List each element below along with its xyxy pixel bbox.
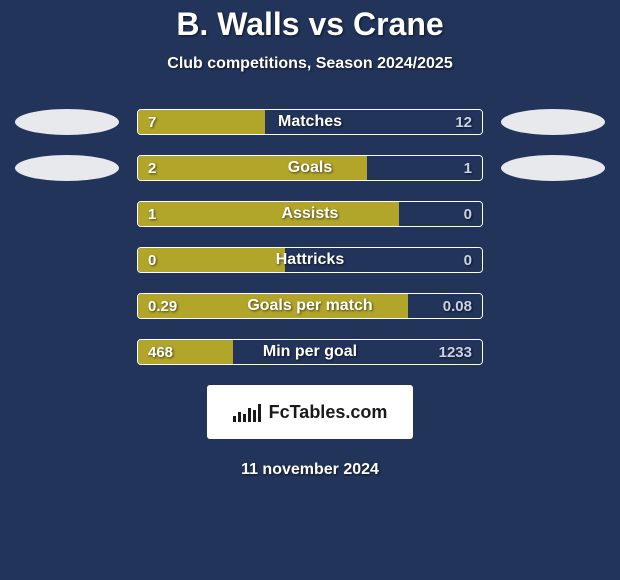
player2-oval: [501, 109, 605, 135]
stat-bar: 10Assists: [137, 201, 483, 227]
stat-bar: 21Goals: [137, 155, 483, 181]
stat-row: 21Goals: [0, 155, 620, 181]
oval-spacer: [501, 247, 605, 273]
oval-spacer: [501, 339, 605, 365]
oval-spacer: [15, 247, 119, 273]
page-title: B. Walls vs Crane: [0, 6, 620, 43]
fctables-logo[interactable]: FcTables.com: [207, 385, 413, 439]
oval-spacer: [15, 201, 119, 227]
stat-value-right: 0.08: [443, 294, 472, 318]
bar-left-fill: [138, 110, 265, 134]
bar-left-fill: [138, 202, 399, 226]
stat-value-left: 468: [148, 340, 173, 364]
stat-rows: 712Matches21Goals10Assists00Hattricks0.2…: [0, 109, 620, 365]
date-line: 11 november 2024: [0, 461, 620, 479]
player1-oval: [15, 109, 119, 135]
stat-row: 00Hattricks: [0, 247, 620, 273]
stat-bar: 00Hattricks: [137, 247, 483, 273]
logo-text: FcTables.com: [269, 402, 388, 423]
stat-value-left: 2: [148, 156, 156, 180]
bar-left-fill: [138, 294, 408, 318]
oval-spacer: [15, 339, 119, 365]
stat-value-right: 0: [464, 202, 472, 226]
stat-value-right: 12: [455, 110, 472, 134]
stat-value-right: 1: [464, 156, 472, 180]
stat-value-left: 1: [148, 202, 156, 226]
bar-right-fill: [285, 248, 482, 272]
stat-row: 4681233Min per goal: [0, 339, 620, 365]
oval-spacer: [15, 293, 119, 319]
bar-left-fill: [138, 248, 285, 272]
stat-row: 0.290.08Goals per match: [0, 293, 620, 319]
stat-bar: 4681233Min per goal: [137, 339, 483, 365]
stat-value-right: 1233: [439, 340, 472, 364]
oval-spacer: [501, 201, 605, 227]
stat-value-right: 0: [464, 248, 472, 272]
stat-row: 10Assists: [0, 201, 620, 227]
subtitle: Club competitions, Season 2024/2025: [0, 55, 620, 73]
stat-bar: 712Matches: [137, 109, 483, 135]
bar-left-fill: [138, 156, 367, 180]
comparison-card: B. Walls vs Crane Club competitions, Sea…: [0, 0, 620, 479]
stat-row: 712Matches: [0, 109, 620, 135]
stat-value-left: 0: [148, 248, 156, 272]
stat-value-left: 0.29: [148, 294, 177, 318]
bar-right-fill: [265, 110, 482, 134]
player1-oval: [15, 155, 119, 181]
stat-bar: 0.290.08Goals per match: [137, 293, 483, 319]
bar-chart-icon: [233, 402, 261, 422]
player2-oval: [501, 155, 605, 181]
oval-spacer: [501, 293, 605, 319]
stat-value-left: 7: [148, 110, 156, 134]
